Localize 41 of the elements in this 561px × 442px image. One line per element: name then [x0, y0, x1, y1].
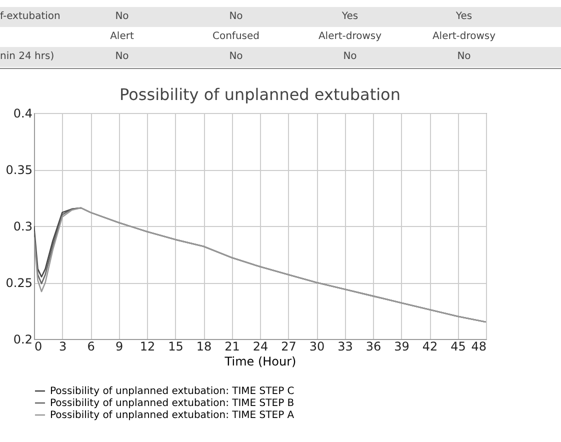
text: Yes — [342, 11, 358, 22]
text: Confused — [212, 31, 260, 42]
text: No — [343, 51, 357, 62]
x-tick-label: 9 — [115, 340, 124, 354]
x-tick-label: 27 — [281, 340, 296, 354]
x-tick-label: 12 — [140, 340, 156, 354]
y-tick-label: 0.4 — [13, 106, 32, 120]
x-tick-label: 45 — [450, 340, 466, 354]
x-tick-label: 48 — [471, 340, 486, 354]
x-tick-label: 3 — [58, 340, 67, 354]
x-tick-label: 33 — [338, 340, 353, 354]
legend-label: Possibility of unplanned extubation: TIME STEP A — [50, 410, 294, 421]
y-tick-label: 0.35 — [6, 163, 32, 177]
x-tick-label: 42 — [422, 340, 438, 354]
x-tick-label: 36 — [366, 340, 382, 354]
y-tick-label: 0.3 — [13, 220, 32, 234]
x-axis-title: Time (Hour) — [224, 354, 296, 368]
x-tick-label: 6 — [87, 340, 95, 354]
x-tick-label: 21 — [224, 340, 240, 354]
legend-label: Possibility of unplanned extubation: TIME STEP C — [50, 386, 294, 397]
text: No — [115, 11, 129, 22]
text: Yes — [456, 11, 472, 22]
x-tick-label: 24 — [252, 340, 268, 354]
text: No — [457, 51, 471, 62]
text: Alert — [110, 31, 134, 42]
x-tick-label: 18 — [196, 340, 212, 354]
x-tick-label: 0 — [34, 340, 42, 354]
x-tick-label: 39 — [394, 340, 410, 354]
legend-label: Possibility of unplanned extubation: TIME STEP B — [50, 398, 294, 409]
text: f-extubation — [0, 11, 60, 22]
x-tick-label: 15 — [168, 340, 184, 354]
text: Alert-drowsy — [432, 31, 496, 42]
text: No — [229, 11, 243, 22]
text: Alert-drowsy — [318, 31, 382, 42]
y-tick-label: 0.25 — [6, 276, 32, 290]
x-tick-label: 30 — [309, 340, 325, 354]
y-tick-label: 0.2 — [13, 332, 32, 346]
chart-title: Possibility of unplanned extubation — [120, 85, 400, 104]
text: No — [115, 51, 129, 62]
text: No — [229, 51, 243, 62]
text: nin 24 hrs) — [0, 51, 54, 62]
